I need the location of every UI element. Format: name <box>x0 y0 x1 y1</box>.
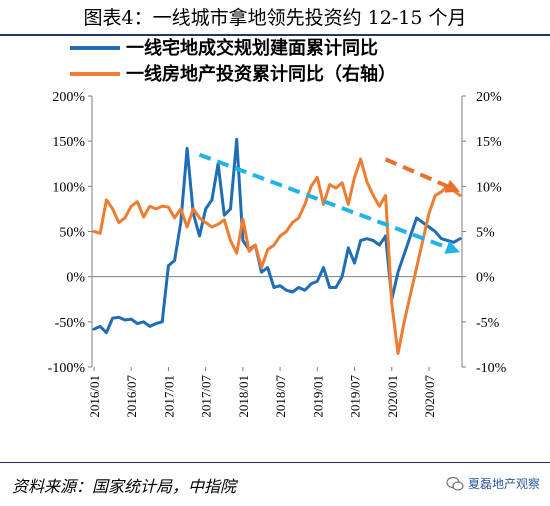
legend-label-1: 一线宅地成交规划建面累计同比 <box>126 37 378 59</box>
left-axis-ticks: -100% -50% 0% 50% 100% 150% 200% <box>48 90 92 376</box>
right-tick-label: -5% <box>476 316 500 331</box>
x-tick-label: 2017/01 <box>161 375 176 418</box>
chart-title: 图表4：一线城市拿地领先投资约 12-15 个月 <box>0 0 550 36</box>
right-tick-label: 15% <box>476 135 502 150</box>
footer: 资料来源：国家统计局，中指院 夏磊地产观察 <box>0 462 550 506</box>
series-lines <box>92 137 462 355</box>
left-tick-label: -50% <box>55 316 86 331</box>
x-tick-label: 2016/01 <box>87 375 102 418</box>
left-tick-label: 50% <box>59 226 85 241</box>
chart-area: -100% -50% 0% 50% 100% 150% 200% -10% -5% 0% 5% 10… <box>48 37 507 418</box>
watermark: 夏磊地产观察 <box>446 475 540 492</box>
trend-arrows <box>198 152 460 254</box>
legend-label-2: 一线房地产投资累计同比（右轴） <box>126 63 396 85</box>
right-tick-label: -10% <box>476 361 507 376</box>
right-tick-label: 20% <box>476 90 502 105</box>
series-line-2 <box>92 157 462 355</box>
watermark-label: 夏磊地产观察 <box>467 477 540 491</box>
x-tick-label: 2019/01 <box>310 375 325 418</box>
x-axis-ticks: 2016/01 2016/07 2017/01 2017/07 2018/01 2018/… <box>87 367 437 418</box>
right-tick-label: 10% <box>476 180 502 195</box>
trend-arrow-head-2 <box>444 179 460 193</box>
series-line-1 <box>92 137 462 335</box>
left-tick-label: -100% <box>48 361 86 376</box>
left-tick-label: 0% <box>66 271 85 286</box>
left-tick-label: 200% <box>52 90 85 105</box>
source-note: 资料来源：国家统计局，中指院 <box>12 477 237 496</box>
x-tick-label: 2016/07 <box>124 375 139 418</box>
left-tick-label: 150% <box>52 135 85 150</box>
right-tick-label: 0% <box>476 271 495 286</box>
left-tick-label: 100% <box>52 180 85 195</box>
right-axis-ticks: -10% -5% 0% 5% 10% 15% 20% <box>462 90 507 376</box>
trend-arrow-line-1 <box>198 152 448 250</box>
trend-arrow-head-1 <box>444 240 460 254</box>
x-tick-label: 2017/07 <box>199 375 214 418</box>
x-tick-label: 2019/07 <box>348 375 363 418</box>
x-tick-label: 2018/07 <box>273 375 288 418</box>
x-tick-label: 2018/01 <box>236 375 251 418</box>
right-tick-label: 5% <box>476 226 495 241</box>
trend-arrow-line-2 <box>384 157 448 188</box>
x-tick-label: 2020/07 <box>422 375 437 418</box>
wechat-icon <box>446 476 464 491</box>
x-tick-label: 2020/01 <box>385 375 400 418</box>
